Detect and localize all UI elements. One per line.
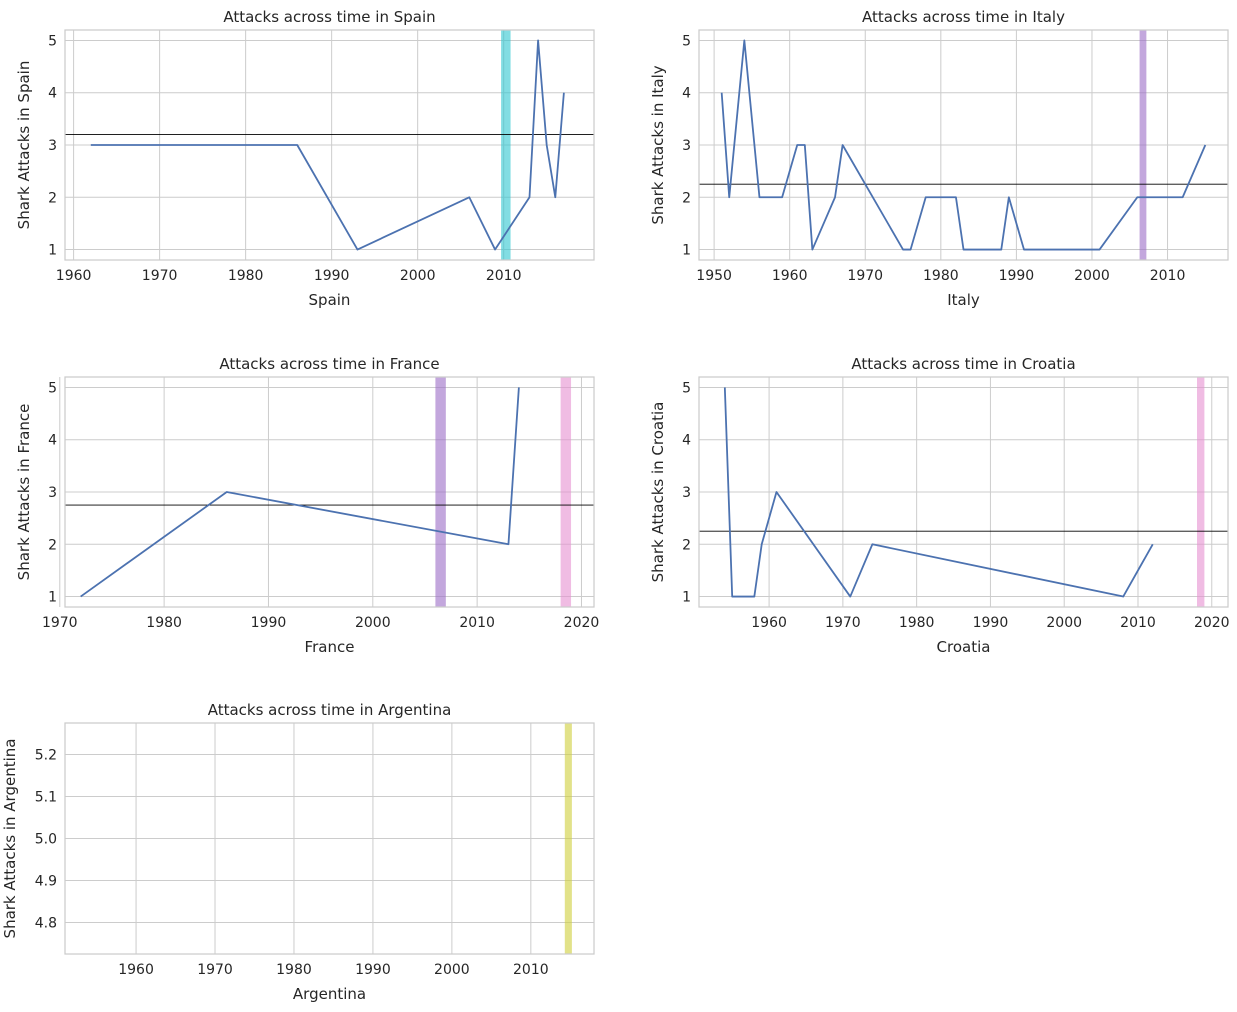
- y-tick-label: 4.8: [35, 916, 57, 932]
- x-tick-label: 1980: [228, 268, 264, 284]
- y-tick-label: 1: [682, 590, 691, 606]
- x-tick-label: 1990: [973, 615, 1009, 631]
- highlight-band: [435, 377, 446, 607]
- x-tick-label: 1990: [355, 962, 391, 978]
- highlight-band: [501, 30, 511, 260]
- x-axis-label: France: [305, 638, 355, 656]
- series-line: [723, 387, 1154, 598]
- chart-title: Attacks across time in Italy: [862, 8, 1065, 26]
- y-tick-label: 5: [48, 33, 57, 49]
- x-tick-label: 2000: [400, 268, 436, 284]
- x-axis-label: Italy: [947, 291, 980, 309]
- chart-title: Attacks across time in Spain: [223, 8, 435, 26]
- x-tick-label: 2000: [1074, 268, 1110, 284]
- chart-panel: 1970 1980 1990 2000 2010 2020 1 2 3 4 5 Attacks acr…: [15, 355, 599, 656]
- plot-frame: [698, 376, 1229, 608]
- y-axis-label: Shark Attacks in France: [15, 404, 33, 581]
- y-tick-label: 1: [48, 590, 57, 606]
- x-tick-label: 1980: [146, 615, 182, 631]
- x-tick-label: 2010: [459, 615, 495, 631]
- plot-frame: [64, 29, 595, 261]
- y-tick-label: 4: [682, 86, 691, 102]
- series-line: [90, 39, 565, 251]
- y-axis-label: Shark Attacks in Croatia: [649, 402, 667, 583]
- y-tick-label: 4.9: [35, 874, 57, 890]
- y-tick-label: 5: [682, 33, 691, 49]
- y-tick-label: 3: [48, 485, 57, 501]
- x-axis-label: Croatia: [937, 638, 991, 656]
- y-tick-label: 3: [682, 138, 691, 154]
- highlight-band: [1139, 30, 1147, 260]
- y-tick-label: 5.2: [35, 748, 57, 764]
- x-tick-label: 1990: [314, 268, 350, 284]
- chart-title: Attacks across time in France: [219, 355, 439, 373]
- chart-title: Attacks across time in Argentina: [208, 701, 452, 719]
- highlight-band: [1197, 377, 1205, 607]
- y-tick-label: 3: [48, 138, 57, 154]
- x-tick-label: 2010: [513, 962, 549, 978]
- x-tick-label: 1970: [42, 615, 78, 631]
- y-tick-label: 2: [682, 537, 691, 553]
- x-tick-label: 2010: [1150, 268, 1186, 284]
- x-axis-label: Spain: [309, 291, 351, 309]
- y-tick-label: 2: [682, 190, 691, 206]
- series-line: [80, 387, 520, 598]
- chart-panel: 1960 1970 1980 1990 2000 2010 2020 1 2 3 4 5 Attacks…: [649, 355, 1230, 656]
- x-tick-label: 2010: [486, 268, 522, 284]
- y-tick-label: 4: [682, 433, 691, 449]
- y-tick-label: 2: [48, 537, 57, 553]
- y-tick-label: 1: [682, 243, 691, 259]
- y-tick-label: 5.0: [35, 832, 57, 848]
- x-tick-label: 1970: [847, 268, 883, 284]
- x-tick-label: 1980: [276, 962, 312, 978]
- x-tick-label: 1970: [197, 962, 233, 978]
- x-tick-label: 1960: [56, 268, 92, 284]
- x-tick-label: 1980: [899, 615, 935, 631]
- x-tick-label: 1980: [923, 268, 959, 284]
- y-tick-label: 1: [48, 243, 57, 259]
- x-tick-label: 2000: [434, 962, 470, 978]
- x-tick-label: 2020: [564, 615, 600, 631]
- series-line: [720, 39, 1207, 251]
- x-tick-label: 1970: [825, 615, 861, 631]
- x-tick-label: 1990: [999, 268, 1035, 284]
- y-tick-label: 4: [48, 86, 57, 102]
- y-tick-label: 5.1: [35, 790, 57, 806]
- x-tick-label: 1990: [251, 615, 287, 631]
- chart-panel: 1950 1960 1970 1980 1990 2000 2010 1 2 3 4 5 Attacks…: [649, 8, 1229, 309]
- y-axis-label: Shark Attacks in Spain: [15, 61, 33, 230]
- x-tick-label: 1960: [751, 615, 787, 631]
- highlight-band: [564, 723, 572, 954]
- y-tick-label: 2: [48, 190, 57, 206]
- x-tick-label: 2000: [1046, 615, 1082, 631]
- x-tick-label: 2010: [1120, 615, 1156, 631]
- x-tick-label: 1960: [772, 268, 808, 284]
- x-tick-label: 1970: [142, 268, 178, 284]
- x-tick-label: 2020: [1194, 615, 1230, 631]
- y-tick-label: 5: [682, 380, 691, 396]
- plot-frame: [64, 376, 595, 608]
- plot-frame: [64, 722, 595, 955]
- chart-title: Attacks across time in Croatia: [851, 355, 1075, 373]
- chart-panel: 1960 1970 1980 1990 2000 2010 1 2 3 4 5 Attacks acr…: [15, 8, 595, 309]
- highlight-band: [560, 377, 572, 607]
- x-tick-label: 1960: [118, 962, 154, 978]
- plot-frame: [698, 29, 1229, 261]
- x-tick-label: 2000: [355, 615, 391, 631]
- y-axis-label: Shark Attacks in Italy: [649, 65, 667, 224]
- x-tick-label: 1950: [696, 268, 732, 284]
- y-tick-label: 3: [682, 485, 691, 501]
- y-axis-label: Shark Attacks in Argentina: [1, 739, 19, 939]
- y-tick-label: 4: [48, 433, 57, 449]
- chart-panel: 1960 1970 1980 1990 2000 2010 4.8 4.9 5.0 5.1 5.2 A…: [1, 701, 595, 1003]
- y-tick-label: 5: [48, 380, 57, 396]
- x-axis-label: Argentina: [293, 985, 366, 1003]
